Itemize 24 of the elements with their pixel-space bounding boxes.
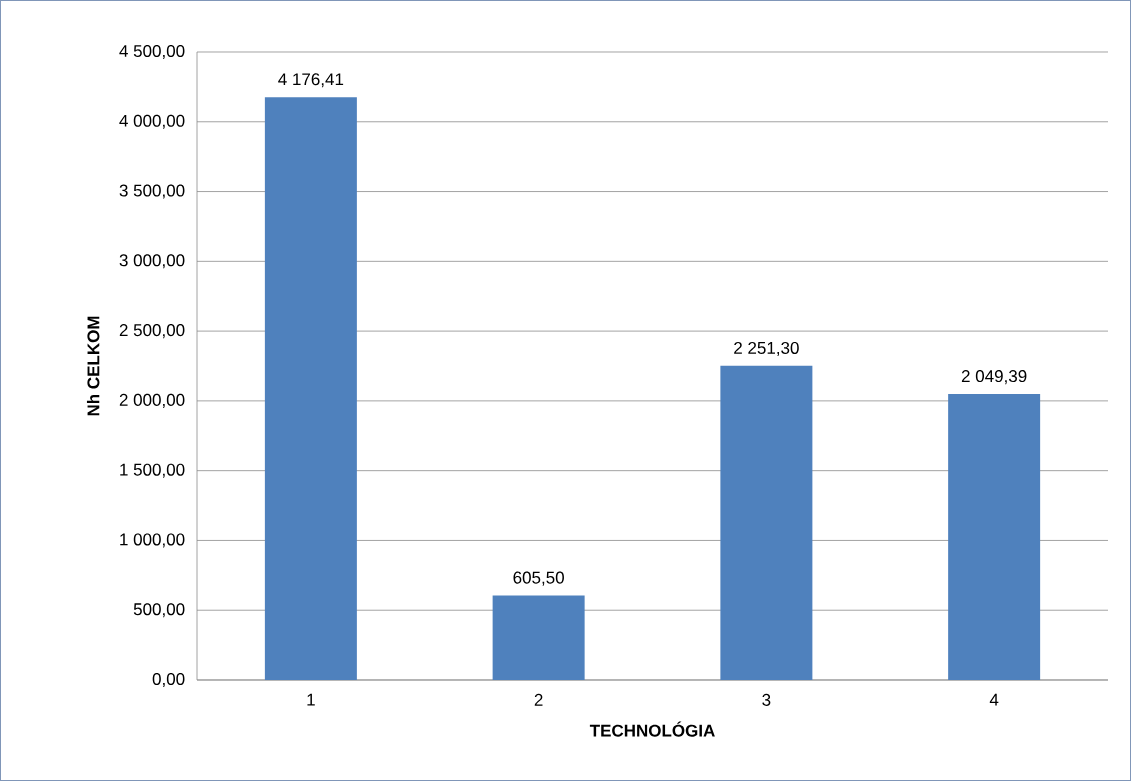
y-tick-label: 4 000,00 — [119, 114, 185, 129]
bar — [948, 393, 1041, 680]
y-tick-label: 3 000,00 — [119, 254, 185, 269]
bar — [720, 365, 813, 680]
y-tick-label: 2 500,00 — [119, 324, 185, 339]
data-label: 4 176,41 — [278, 73, 344, 88]
y-tick-label: 1 000,00 — [120, 533, 185, 548]
x-tick-label: 4 — [989, 693, 999, 706]
y-tick-label: 500,00 — [133, 603, 185, 618]
bar — [492, 595, 585, 680]
x-tick-label: 3 — [762, 693, 771, 706]
y-tick-label: 4 500,00 — [119, 44, 185, 60]
x-tick-label: 2 — [534, 693, 543, 706]
data-label: 605,50 — [513, 571, 564, 586]
y-axis-title: Nh CELKOM — [86, 316, 100, 416]
y-tick-label: 2 000,00 — [119, 393, 185, 408]
data-label: 2 049,39 — [961, 370, 1027, 385]
data-label: 2 251,30 — [734, 341, 799, 356]
x-tick-label: 1 — [307, 693, 315, 706]
bar — [264, 97, 357, 680]
y-tick-label: 1 500,00 — [120, 463, 185, 478]
y-tick-label: 0,00 — [152, 672, 185, 688]
x-axis-title: TECHNOLÓGIA — [589, 721, 715, 737]
y-tick-label: 3 500,00 — [119, 184, 185, 199]
